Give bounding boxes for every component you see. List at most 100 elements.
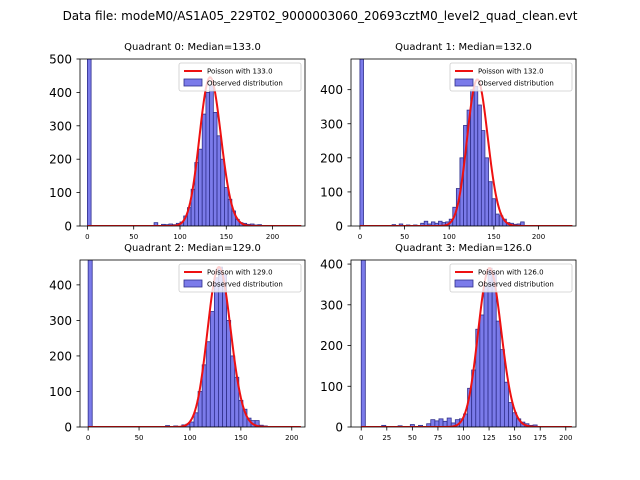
panel-title: Quadrant 0: Median=133.0 <box>124 42 261 53</box>
legend-label-poisson: Poisson with 133.0 <box>207 68 273 76</box>
x-tick-label: 50 <box>408 434 417 442</box>
x-tick-label: 0 <box>358 233 362 241</box>
histogram-bar <box>201 113 207 226</box>
y-tick-label: 0 <box>335 220 343 234</box>
x-tick-label: 175 <box>534 434 547 442</box>
histogram-bar <box>360 260 366 427</box>
histogram-bar <box>205 341 211 427</box>
x-tick-label: 100 <box>457 434 470 442</box>
x-tick-label: 150 <box>508 434 521 442</box>
legend: Poisson with 126.0 Observed distribution <box>449 263 573 293</box>
histogram-bar <box>430 419 436 427</box>
x-tick-label: 100 <box>173 233 186 241</box>
histogram-bar <box>216 135 222 226</box>
y-tick-label: 100 <box>320 185 343 199</box>
y-tick-label: 0 <box>64 421 72 435</box>
legend-label-poisson: Poisson with 129.0 <box>207 269 273 277</box>
panel-title: Quadrant 3: Median=126.0 <box>395 243 532 254</box>
y-tick-label: 500 <box>49 53 72 67</box>
histogram-bar <box>504 381 509 427</box>
histogram-bar <box>473 85 479 226</box>
x-tick-label: 0 <box>359 434 363 442</box>
legend-box <box>449 263 573 293</box>
histogram-bar <box>212 112 218 226</box>
x-tick-label: 50 <box>135 434 144 442</box>
legend-label-observed: Observed distribution <box>207 281 283 289</box>
histogram-bar <box>87 59 92 226</box>
legend-label-observed: Observed distribution <box>207 80 283 88</box>
x-tick-label: 150 <box>234 434 247 442</box>
legend-patch-swatch <box>183 78 203 87</box>
histogram-bar <box>398 223 404 226</box>
y-tick-label: 0 <box>64 220 72 234</box>
histogram-bar <box>254 420 260 427</box>
histogram-bar <box>477 104 482 226</box>
histogram-bar <box>484 157 489 226</box>
quadrant-panel-3: 0 25 50 75 100 125 150 175 200 0 100 200 300 400 Quadr… <box>320 243 577 442</box>
histogram-bar <box>520 221 525 226</box>
legend-patch-swatch <box>183 279 203 288</box>
histogram-bar <box>446 417 452 427</box>
y-tick-label: 100 <box>49 186 72 200</box>
histogram-bar <box>213 277 219 427</box>
panel-title: Quadrant 1: Median=132.0 <box>395 42 532 53</box>
y-tick-label: 400 <box>320 258 343 272</box>
legend-box <box>178 62 302 92</box>
histogram-bar <box>224 187 229 226</box>
y-tick-label: 100 <box>320 380 343 394</box>
poisson-curve <box>87 76 302 226</box>
histogram-bar <box>209 311 215 427</box>
x-tick-label: 125 <box>482 434 495 442</box>
x-tick-label: 75 <box>433 434 442 442</box>
y-tick-label: 300 <box>320 298 343 312</box>
histogram-bar <box>205 92 211 226</box>
x-tick-label: 150 <box>487 233 500 241</box>
histogram-bars <box>87 260 268 427</box>
y-tick-label: 300 <box>49 314 72 328</box>
legend-box <box>449 62 573 92</box>
y-tick-label: 300 <box>49 119 72 133</box>
histogram-bar <box>193 412 199 427</box>
legend-label-poisson: Poisson with 132.0 <box>478 68 544 76</box>
y-tick-label: 100 <box>49 385 72 399</box>
y-tick-label: 400 <box>49 278 72 292</box>
legend-label-observed: Observed distribution <box>478 80 554 88</box>
histogram-bar <box>488 181 493 226</box>
x-tick-label: 150 <box>220 233 233 241</box>
poisson-curve <box>359 78 573 226</box>
x-tick-label: 100 <box>443 233 456 241</box>
x-tick-label: 50 <box>129 233 138 241</box>
quadrant-panel-1: 0 50 100 150 200 0 100 200 300 400 Quadrant 1: Med… <box>320 42 577 241</box>
x-tick-label: 0 <box>85 233 89 241</box>
histogram-bar <box>198 148 203 226</box>
x-tick-label: 25 <box>382 434 391 442</box>
histogram-bar <box>491 271 497 427</box>
x-tick-label: 200 <box>266 233 279 241</box>
histogram-bars <box>359 59 525 226</box>
histogram-bar <box>479 314 485 427</box>
histogram-bar <box>153 222 159 226</box>
axes-frame <box>350 58 577 227</box>
x-tick-label: 200 <box>559 434 572 442</box>
y-tick-label: 200 <box>49 153 72 167</box>
legend-label-poisson: Poisson with 126.0 <box>478 269 544 277</box>
histogram-bar <box>491 198 497 226</box>
y-tick-label: 200 <box>49 349 72 363</box>
legend-patch-swatch <box>454 279 474 288</box>
x-tick-label: 0 <box>86 434 90 442</box>
legend-label-observed: Observed distribution <box>478 281 554 289</box>
legend-patch-swatch <box>454 78 474 87</box>
histogram-bar <box>226 319 232 427</box>
histogram-bar <box>499 349 505 427</box>
y-tick-label: 0 <box>335 421 343 435</box>
histogram-bar <box>359 59 364 226</box>
y-tick-label: 400 <box>320 83 343 97</box>
y-tick-label: 400 <box>49 86 72 100</box>
y-tick-label: 200 <box>320 339 343 353</box>
panel-title: Quadrant 2: Median=129.0 <box>124 243 261 254</box>
y-tick-label: 300 <box>320 117 343 131</box>
y-tick-label: 200 <box>320 151 343 165</box>
histogram-bar <box>220 158 225 226</box>
histogram-bar <box>230 355 236 427</box>
